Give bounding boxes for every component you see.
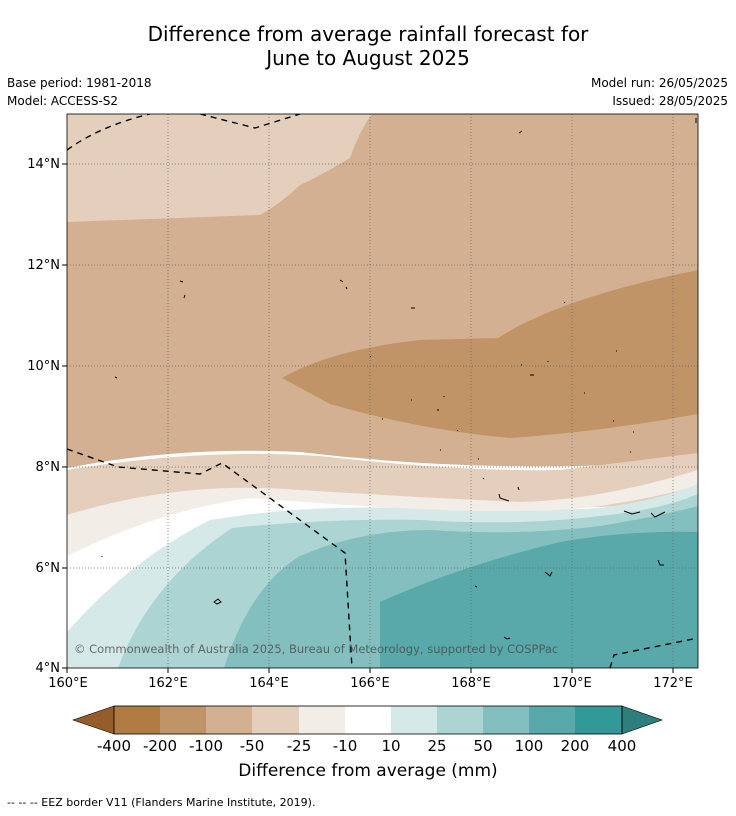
colorbar-tick: -100 <box>189 737 223 755</box>
model-run-label: Model run: 26/05/2025 <box>590 76 728 90</box>
colorbar-tick: -10 <box>333 737 358 755</box>
colorbar-tick-labels: -400 -200 -100 -50 -25 -10 10 25 50 100 … <box>97 737 636 755</box>
colorbar-title: Difference from average (mm) <box>238 761 498 781</box>
meta-right: Model run: 26/05/2025 Issued: 28/05/2025 <box>591 74 728 110</box>
lat-label-4: 4°N <box>36 661 61 676</box>
rainfall-map <box>67 114 698 668</box>
lon-label-162: 162°E <box>148 676 188 691</box>
colorbar-tick: 200 <box>561 737 590 755</box>
colorbar-segment <box>575 706 622 734</box>
lon-label-166: 166°E <box>350 676 390 691</box>
lat-labels: 14°N 12°N 10°N 8°N 6°N 4°N <box>27 157 60 676</box>
lat-label-8: 8°N <box>36 460 61 475</box>
colorbar-segment <box>160 706 206 734</box>
colorbar-segment <box>529 706 575 734</box>
colorbar-tick: -200 <box>143 737 177 755</box>
issued-label: Issued: 28/05/2025 <box>612 94 728 108</box>
model-label: Model: ACCESS-S2 <box>7 94 119 108</box>
colorbar-segment <box>391 706 437 734</box>
lon-label-172: 172°E <box>653 676 693 691</box>
colorbar-segment <box>483 706 529 734</box>
lat-label-12: 12°N <box>27 258 60 273</box>
colorbar-tick: 25 <box>427 737 446 755</box>
lat-label-14: 14°N <box>27 157 60 172</box>
colorbar-tick: -50 <box>240 737 265 755</box>
lon-label-160: 160°E <box>48 676 88 691</box>
eez-legend-note: -- -- -- EEZ border V11 (Flanders Marine… <box>7 796 316 809</box>
colorbar-tick: 100 <box>515 737 544 755</box>
colorbar-tick: 10 <box>381 737 400 755</box>
copyright-notice: © Commonwealth of Australia 2025, Bureau… <box>74 642 558 656</box>
colorbar-segment <box>437 706 483 734</box>
title-line-1: Difference from average rainfall forecas… <box>147 22 589 46</box>
colorbar-tick: 50 <box>473 737 492 755</box>
colorbar-tick: -25 <box>287 737 312 755</box>
lat-label-6: 6°N <box>36 561 61 576</box>
colorbar-segment <box>206 706 252 734</box>
colorbar-max-extend <box>621 705 663 735</box>
title-line-2: June to August 2025 <box>266 46 470 70</box>
colorbar-segment <box>299 706 345 734</box>
colorbar-segment <box>252 706 299 734</box>
meta-left: Base period: 1981-2018 Model: ACCESS-S2 <box>7 74 152 110</box>
colorbar-tick: -400 <box>97 737 131 755</box>
islands <box>101 118 697 640</box>
map-gridlines <box>67 114 698 668</box>
map-frame <box>66 113 699 669</box>
lon-label-170: 170°E <box>552 676 592 691</box>
colorbar-tick: 400 <box>608 737 637 755</box>
colorbar-min-extend <box>72 705 115 735</box>
eez-borders <box>67 114 698 668</box>
colorbar <box>72 705 663 735</box>
base-period-label: Base period: 1981-2018 <box>7 76 152 90</box>
map-title: Difference from average rainfall forecas… <box>0 22 736 70</box>
lon-label-164: 164°E <box>249 676 289 691</box>
colorbar-segment <box>345 706 391 734</box>
colorbar-segment <box>114 706 160 734</box>
axis-ticks <box>62 163 674 673</box>
lat-label-10: 10°N <box>27 359 60 374</box>
lon-labels: 160°E 162°E 164°E 166°E 168°E 170°E 172°… <box>48 676 693 691</box>
lon-label-168: 168°E <box>451 676 491 691</box>
